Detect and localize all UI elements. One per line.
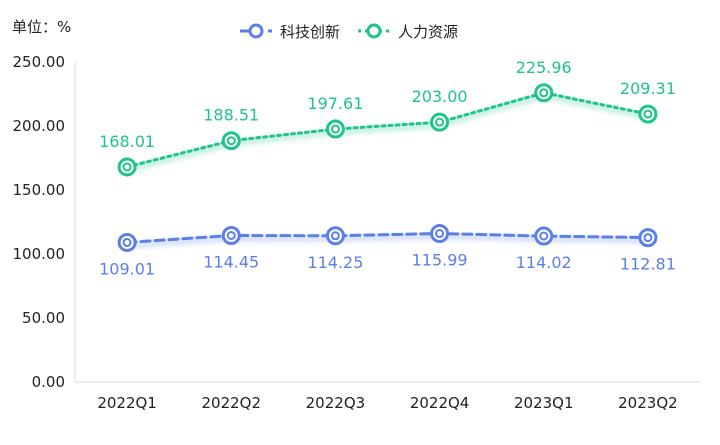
- axes: 0.00 50.00 100.00 150.00 200.00 250.00 2022Q1 2…: [13, 53, 700, 412]
- data-label: 112.81: [620, 255, 676, 274]
- y-tick-label: 200.00: [13, 117, 66, 135]
- data-point-inner: [435, 229, 445, 239]
- series-line: [125, 231, 650, 244]
- data-point-inner: [643, 109, 653, 119]
- legend: 科技创新 人力资源: [240, 23, 458, 41]
- data-label: 203.00: [412, 87, 468, 106]
- data-point-inner: [435, 117, 445, 127]
- data-point-inner: [122, 237, 132, 247]
- series-glow: [126, 233, 648, 249]
- series-line: [125, 91, 650, 169]
- data-label: 114.25: [307, 253, 363, 272]
- x-tick-label: 2022Q1: [97, 394, 157, 412]
- series-human-resources: 168.01 188.51 197.61 203.00 225.96 209.31: [99, 58, 676, 177]
- y-tick-label: 0.00: [32, 373, 65, 391]
- legend-label-tech: 科技创新: [280, 23, 340, 41]
- data-label: 114.02: [516, 253, 572, 272]
- series-glow: [126, 92, 649, 173]
- y-tick-label: 250.00: [13, 53, 66, 71]
- legend-marker-tech: [248, 23, 264, 39]
- data-point-inner: [330, 231, 340, 241]
- data-point-inner: [226, 136, 236, 146]
- data-label: 197.61: [307, 94, 363, 113]
- x-tick-label: 2022Q3: [306, 394, 366, 412]
- legend-marker-hr: [366, 23, 382, 39]
- data-label: 109.01: [99, 259, 155, 278]
- legend-item-hr[interactable]: 人力资源: [358, 23, 458, 41]
- unit-label: 单位：%: [12, 18, 71, 36]
- data-point-inner: [122, 162, 132, 172]
- data-point-inner: [539, 88, 549, 98]
- data-point-inner: [643, 233, 653, 243]
- data-label: 115.99: [412, 251, 468, 270]
- data-point-inner: [330, 124, 340, 134]
- data-label: 225.96: [516, 58, 572, 77]
- series-tech-innovation: 109.01 114.45 114.25 115.99 114.02 112.81: [99, 224, 676, 278]
- series-layer: 109.01 114.45 114.25 115.99 114.02 112.81 168.…: [99, 58, 676, 279]
- x-tick-label: 2022Q2: [201, 394, 261, 412]
- data-label: 168.01: [99, 132, 155, 151]
- data-label: 209.31: [620, 79, 676, 98]
- data-label: 114.45: [203, 253, 259, 272]
- x-tick-label: 2022Q4: [410, 394, 470, 412]
- x-tick-label: 2023Q1: [514, 394, 574, 412]
- data-label: 188.51: [203, 106, 259, 125]
- data-point-inner: [539, 231, 549, 241]
- y-tick-label: 100.00: [13, 245, 66, 263]
- y-tick-label: 150.00: [13, 181, 66, 199]
- legend-item-tech[interactable]: 科技创新: [240, 23, 340, 41]
- legend-label-hr: 人力资源: [398, 23, 458, 41]
- data-point-inner: [226, 231, 236, 241]
- x-tick-label: 2023Q2: [618, 394, 678, 412]
- y-tick-label: 50.00: [22, 309, 65, 327]
